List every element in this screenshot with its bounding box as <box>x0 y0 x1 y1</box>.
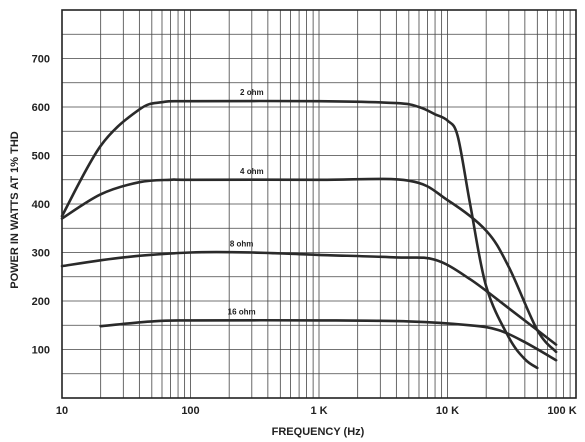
grid <box>62 10 576 398</box>
series-label-8-ohm: 8 ohm <box>230 240 254 249</box>
plot-frame <box>61 9 577 399</box>
y-tick-label: 600 <box>32 102 50 114</box>
series-labels: 2 ohm 4 ohm 8 ohm 16 ohm <box>228 88 264 316</box>
series-label-16-ohm: 16 ohm <box>228 307 256 316</box>
series-line-8-ohm <box>60 250 558 346</box>
series-line-16-ohm <box>99 318 558 362</box>
series-label-2-ohm: 2 ohm <box>240 88 264 97</box>
series-line-2-ohm <box>60 99 539 370</box>
x-tick-label: 100 K <box>547 405 576 417</box>
y-tick-label: 100 <box>32 345 50 357</box>
y-tick-label: 300 <box>32 248 50 260</box>
x-tick-label: 100 <box>181 405 199 417</box>
y-tick-label: 200 <box>32 296 50 308</box>
y-axis-title: POWER IN WATTS AT 1% THD <box>9 131 21 289</box>
series-label-4-ohm: 4 ohm <box>240 167 264 176</box>
y-tick-label: 400 <box>32 199 50 211</box>
y-tick-label: 500 <box>32 151 50 163</box>
x-tick-label: 10 K <box>436 405 459 417</box>
curves <box>60 99 558 370</box>
x-tick-label: 10 <box>56 405 68 417</box>
x-tick-labels: 10 100 1 K 10 K 100 K <box>56 405 577 417</box>
y-tick-label: 700 <box>32 54 50 66</box>
y-tick-labels: 100 200 300 400 500 600 700 <box>32 54 50 357</box>
x-tick-label: 1 K <box>310 405 327 417</box>
series-line-4-ohm <box>60 177 558 354</box>
x-axis-title: FREQUENCY (Hz) <box>272 426 365 438</box>
